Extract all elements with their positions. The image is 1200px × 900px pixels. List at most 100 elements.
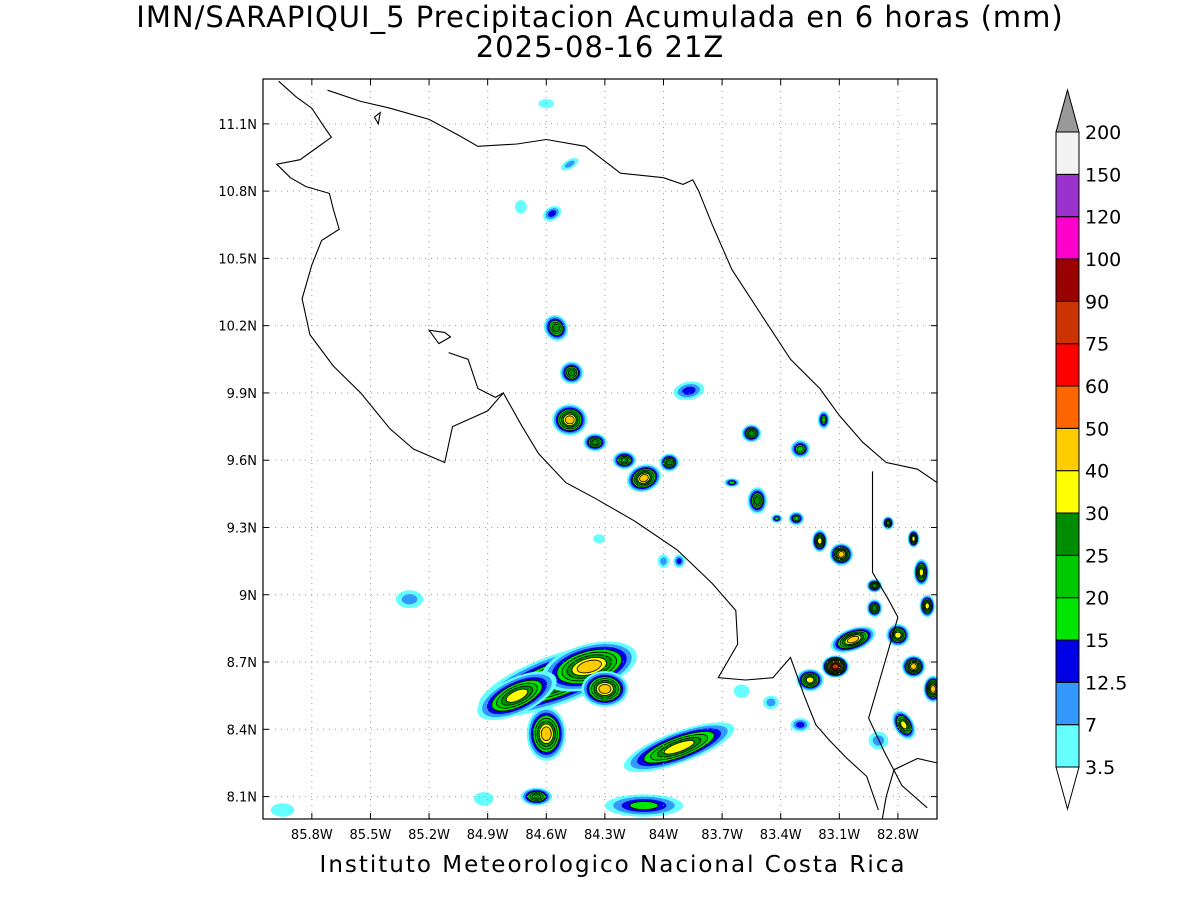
- rain-cell: [790, 440, 811, 458]
- rain-cell: [724, 478, 740, 488]
- rain-cell: [817, 410, 830, 429]
- rain-contour: [531, 793, 542, 800]
- rain-cell: [657, 554, 670, 568]
- lon-tick-label: 83.4W: [760, 828, 802, 843]
- lon-tick-label: 82.8W: [877, 828, 919, 843]
- lon-tick-label: 83.7W: [701, 828, 743, 843]
- rain-cell: [515, 200, 527, 214]
- legend-arrow-high: [1055, 88, 1080, 133]
- rain-cell: [886, 623, 910, 647]
- color-legend: 3.5 7 12.5 15 20 25 30 40 50 60 75 90 100 120 150 200: [1055, 88, 1127, 811]
- legend-arrow-low: [1055, 766, 1080, 811]
- island-outline: [427, 329, 452, 345]
- legend-label: 25: [1085, 545, 1109, 567]
- legend-color-box: [1055, 639, 1080, 683]
- lon-tick-label: 85.2W: [408, 828, 450, 843]
- rain-cell: [821, 655, 850, 678]
- rain-contour: [911, 535, 916, 542]
- rain-cell: [673, 554, 685, 568]
- lat-tick-label: 9.9N: [227, 387, 257, 402]
- legend-label: 200: [1085, 122, 1121, 144]
- nicoya-coastline: [448, 352, 504, 399]
- rain-contour: [564, 160, 575, 168]
- legend-color-box: [1055, 131, 1080, 175]
- legend-color-box: [1055, 173, 1080, 218]
- rain-cell: [626, 464, 662, 493]
- rain-cell: [923, 675, 937, 703]
- rain-contour: [846, 635, 860, 644]
- rain-contour: [837, 551, 845, 558]
- rain-cell: [788, 511, 805, 526]
- rain-cell: [829, 543, 853, 566]
- rain-cell: [623, 722, 735, 773]
- rain-contour: [576, 659, 602, 674]
- legend-label: 12.5: [1085, 672, 1127, 694]
- burica-coastline: [881, 757, 937, 819]
- legend-label: 50: [1085, 418, 1109, 440]
- legend-color-box: [1055, 385, 1080, 429]
- legend-label: 15: [1085, 630, 1109, 652]
- lon-tick-label: 84.3W: [584, 828, 626, 843]
- legend-color-box: [1055, 554, 1080, 599]
- rain-contour: [564, 415, 575, 425]
- rain-contour: [598, 683, 612, 694]
- legend-color-box: [1055, 597, 1080, 641]
- pacific-coastline: [275, 80, 879, 811]
- rain-cell: [907, 529, 920, 548]
- rain-contour: [918, 568, 924, 577]
- rain-contour: [796, 721, 805, 728]
- rain-contour: [871, 605, 878, 612]
- rain-contour: [817, 537, 823, 545]
- rain-cell: [868, 731, 889, 750]
- rain-cell: [830, 626, 876, 653]
- legend-color-box: [1055, 300, 1080, 345]
- northern-coastline: [327, 89, 937, 484]
- rain-cell: [473, 792, 494, 806]
- lat-tick-label: 11.1N: [218, 118, 257, 133]
- legend-color-box: [1055, 512, 1080, 556]
- rain-contour: [793, 515, 800, 522]
- rain-cell: [560, 157, 579, 171]
- rain-contour: [831, 663, 839, 670]
- rain-contour: [748, 430, 755, 437]
- lon-tick-label: 84.6W: [525, 828, 567, 843]
- legend-label: 20: [1085, 588, 1109, 610]
- rain-cell: [866, 599, 883, 618]
- rain-contour: [774, 516, 780, 521]
- rain-contour: [871, 583, 878, 589]
- rain-contour: [805, 676, 815, 684]
- rain-contour: [872, 735, 885, 746]
- axis-ticks: 11.1N 10.8N 10.5N 10.2N 9.9N 9.6N 9.3N 9N 8.7N 8.…: [218, 79, 937, 843]
- lat-tick-label: 9N: [239, 589, 257, 604]
- legend-label: 30: [1085, 503, 1109, 525]
- island-outline: [373, 111, 381, 126]
- rain-contour: [894, 631, 902, 639]
- panama-border: [868, 471, 928, 809]
- rain-contour: [270, 803, 295, 817]
- lon-tick-label: 83.1W: [818, 828, 860, 843]
- rain-contour: [766, 698, 776, 707]
- legend-label: 150: [1085, 164, 1121, 186]
- rain-cell: [270, 803, 295, 817]
- lat-tick-label: 10.5N: [218, 252, 257, 267]
- lon-tick-label: 84W: [649, 828, 679, 843]
- rain-cell: [741, 424, 762, 443]
- rain-cell: [796, 668, 824, 692]
- map-title: IMN/SARAPIQUI_5 Precipitacion Acumulada …: [136, 0, 1064, 34]
- rain-contour: [401, 594, 418, 605]
- rain-contour: [593, 534, 605, 544]
- legend-color-box: [1055, 258, 1080, 302]
- rain-contour: [733, 684, 750, 698]
- rain-cell: [763, 695, 779, 710]
- rain-contour: [682, 386, 696, 395]
- grid-lines: [263, 79, 937, 819]
- rain-cell: [612, 451, 637, 470]
- legend-color-box: [1055, 216, 1080, 260]
- title-block: IMN/SARAPIQUI_5 Precipitacion Acumulada …: [0, 2, 1200, 62]
- map-valid-time: 2025-08-16 21Z: [475, 30, 725, 64]
- rain-cell: [604, 794, 684, 817]
- legend-label: 75: [1085, 334, 1109, 356]
- rain-cell: [733, 684, 750, 698]
- rain-contour: [629, 801, 659, 811]
